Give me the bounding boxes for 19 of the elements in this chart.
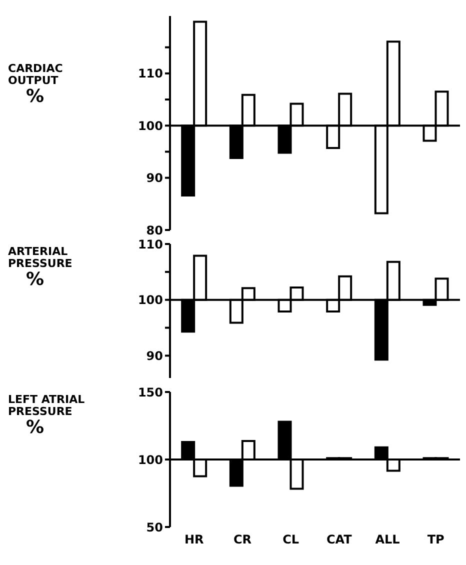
y-tick-label: 110 [138,66,163,81]
y-tick-label: 50 [146,520,163,534]
y-tick-label: 90 [146,348,163,363]
x-tick-label: CL [282,532,300,547]
y-tick-label: 150 [138,385,163,400]
x-tick-label: CR [233,532,252,547]
y-tick-label: 110 [138,237,163,252]
y-tick-label: 100 [138,118,163,133]
y-tick-label: 80 [146,223,163,238]
x-tick-label: TP [427,532,445,547]
y-tick-label: 100 [138,293,163,308]
x-tick-label: HR [184,532,204,547]
x-tick-label: CAT [326,532,353,547]
y-axis-title: LEFT ATRIAL PRESSURE % [8,393,86,438]
y-axis-title: CARDIAC OUTPUT % [8,62,64,107]
y-axis-title: ARTERIAL PRESSURE % [8,245,74,290]
y-tick-label: 90 [146,171,163,186]
y-tick-label: 100 [138,452,163,467]
x-tick-label: ALL [375,532,400,547]
